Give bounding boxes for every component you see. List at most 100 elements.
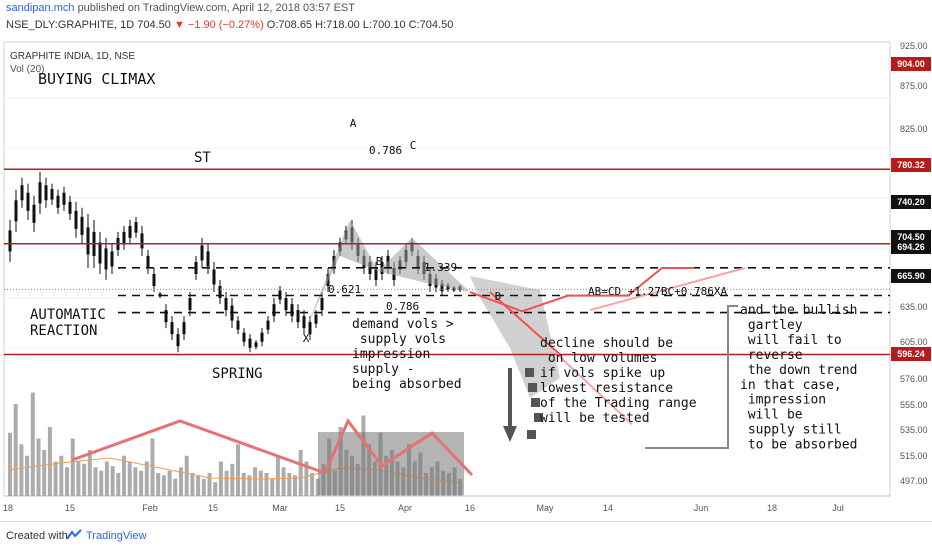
price-tag-label: 904.00 [897,59,925,69]
down-arrow-head [503,426,517,442]
volume-bar [253,467,258,496]
candle-body [110,251,114,267]
volume-bar [281,467,286,496]
volume-bar [47,427,52,496]
bullet-square [534,413,543,422]
bullish-gartley-note-line: to be absorbed [740,438,857,453]
volume-bar [116,473,121,496]
volume-bar [104,461,109,496]
volume-bar [59,455,64,496]
symbol-text: NSE_DLY:GRAPHITE, 1D [6,19,135,31]
created-with-text: Created with [6,530,68,542]
candle-body [314,314,318,324]
point-b-label: B [376,255,383,268]
bullish-gartley-note-line: and the bullish [740,303,857,318]
x-tick-label: 15 [65,503,75,513]
gartley-pattern [306,219,470,329]
candle-body [236,320,240,330]
bullish-gartley-note-line: reverse [740,348,803,363]
candle-body [224,298,228,311]
volume-bar [213,482,218,496]
volume-bar [304,461,309,496]
x-tick-label: 18 [3,503,13,513]
volume-bar [167,470,172,496]
spring-label-line: SPRING [212,366,263,382]
ratio-1339-line: 1.339 [424,261,457,274]
candle-body [170,322,174,335]
bullish-gartley-note-line: impression [740,393,826,408]
x-tick-label: 15 [335,503,345,513]
candle-body [308,322,312,335]
volume-bar [224,470,229,496]
bullish-gartley-note-line: supply still [740,423,842,438]
demand-note-line: supply vols [352,332,446,347]
volume-bar [218,461,223,496]
volume-label: Vol (20) [10,64,44,75]
volume-bar [150,438,155,496]
candle-body [266,320,270,330]
volume-bar [36,438,41,496]
price-tag-label: 694.26 [897,242,925,252]
x-tick-label: 15 [208,503,218,513]
chart-title: GRAPHITE INDIA, 1D, NSE [10,51,135,62]
volume-bar [173,478,178,496]
author-link[interactable]: sandipan.mch [6,2,75,14]
y-tick-label: 576.00 [900,374,928,384]
volume-bar [110,466,115,496]
y-tick-label: 497.00 [900,476,928,486]
symbol-line: NSE_DLY:GRAPHITE, 1D 704.50 ▼ −1.90 (−0.… [6,19,453,31]
candle-body [440,283,444,292]
volume-bar [315,478,320,496]
volume-bar [161,475,166,496]
volume-bar [99,470,104,496]
bullish-gartley-note-line: will be [740,408,803,423]
candle-body [38,182,42,204]
tradingview-brand[interactable]: TradingView [86,530,147,542]
y-tick-label: 555.00 [900,400,928,410]
volume-pattern-line [323,418,474,477]
volume-bar [293,475,297,496]
volume-bar [25,455,30,496]
demand-note-line: being absorbed [352,377,462,392]
automatic-reaction-label-line: REACTION [30,323,97,339]
price-tag [891,240,931,254]
volume-bar [87,450,92,496]
decline-note-line: if vols spike up [540,366,665,381]
projection-path-down-faint [554,351,633,426]
volume-bar [264,473,269,496]
volume-bar [42,450,47,496]
candle-body [62,192,66,205]
volume-trend-line [71,419,326,475]
publish-line: sandipan.mch published on TradingView.co… [6,2,355,14]
projection-path-faint [589,267,746,312]
volume-bar [201,478,206,496]
volume-bar [13,404,18,496]
point-c-label: C [410,139,417,152]
ratio-0786-bottom-line: 0.786 [386,300,419,313]
point-d-label: D [495,290,502,303]
price-tag [891,57,931,71]
buying-climax-label: BUYING CLIMAX [38,70,155,88]
price-tag-label: 704.50 [897,232,925,242]
candle-body [26,192,30,211]
candle-body [32,204,36,223]
candle-body [212,269,216,285]
price-chart[interactable]: GRAPHITE INDIA, 1D, NSE Vol (20) 925.00 875… [0,38,932,521]
price-tag-label: 596.24 [897,349,925,359]
volume-bar [298,450,303,496]
price-tag [891,158,931,172]
candle-body [128,225,132,238]
price-tag-label: 780.32 [897,160,925,170]
price-tag [891,195,931,209]
bullish-gartley-note-line: will fail to [740,333,842,348]
candle-body [134,222,138,233]
ratio-0786-top: 0.786 [369,144,402,157]
candle-body [182,322,186,335]
candle-body [254,342,258,347]
volume-bar [8,432,12,496]
candle-body [176,334,180,347]
volume-bar [70,438,75,496]
volume-bar [190,473,195,496]
candle-body [290,304,294,317]
volume-bar [179,467,183,496]
